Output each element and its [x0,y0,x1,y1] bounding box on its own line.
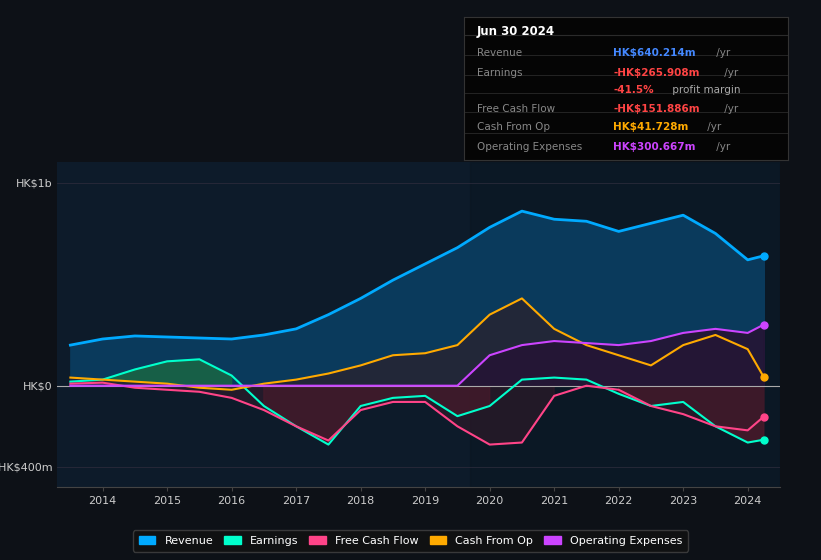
Bar [470,162,780,487]
Text: Free Cash Flow: Free Cash Flow [477,104,555,114]
Text: Operating Expenses: Operating Expenses [477,142,582,152]
Text: HK$41.728m: HK$41.728m [613,123,689,133]
Text: /yr: /yr [704,123,721,133]
Text: /yr: /yr [722,104,739,114]
Text: -HK$265.908m: -HK$265.908m [613,68,699,78]
Text: -41.5%: -41.5% [613,85,654,95]
Text: /yr: /yr [722,68,739,78]
Text: /yr: /yr [713,48,730,58]
Text: Revenue: Revenue [477,48,522,58]
Text: Jun 30 2024: Jun 30 2024 [477,25,555,39]
Text: Cash From Op: Cash From Op [477,123,550,133]
Text: HK$640.214m: HK$640.214m [613,48,695,58]
Legend: Revenue, Earnings, Free Cash Flow, Cash From Op, Operating Expenses: Revenue, Earnings, Free Cash Flow, Cash … [133,530,688,552]
Text: HK$300.667m: HK$300.667m [613,142,695,152]
Text: Earnings: Earnings [477,68,522,78]
Text: profit margin: profit margin [669,85,741,95]
Text: /yr: /yr [713,142,730,152]
Text: -HK$151.886m: -HK$151.886m [613,104,699,114]
